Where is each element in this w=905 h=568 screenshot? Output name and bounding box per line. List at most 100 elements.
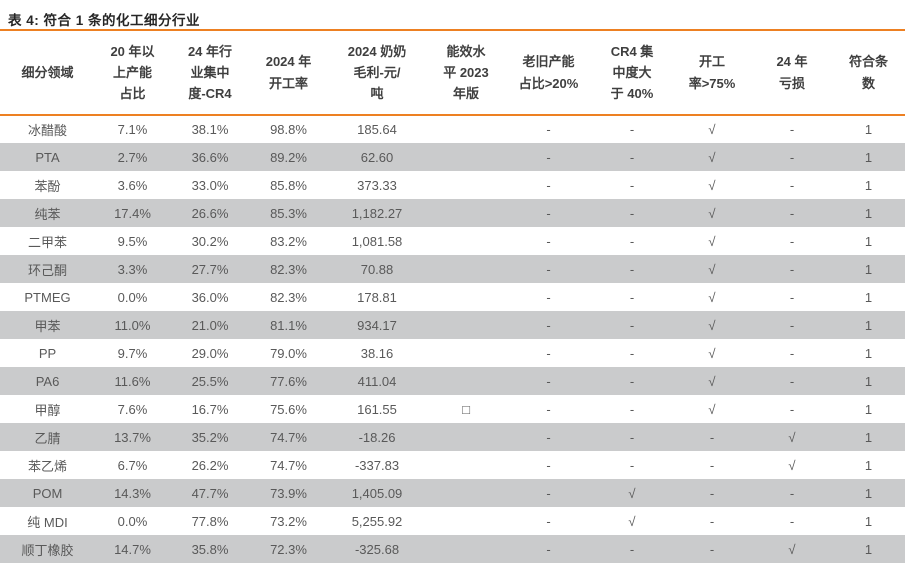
table-cell: 1 [864, 205, 873, 221]
table-cell: 3.3% [117, 261, 148, 277]
table-cell: - [709, 457, 715, 473]
check-mark: √ [708, 177, 716, 193]
table-cell: 81.1% [270, 317, 307, 333]
table-row: 环己酮 3.3% 27.7% 82.3% 70.88 - - √ - 1 [0, 255, 905, 283]
table-cell: - [629, 149, 635, 165]
header-row: 细分领域 20 年以 上产能 占比 24 年行 业集中 度-CR4 2024 年 开工… [0, 31, 905, 116]
table-cell: 6.7% [117, 457, 148, 473]
table-cell: 13.7% [114, 429, 151, 445]
check-mark: √ [708, 122, 716, 137]
table-cell: 35.8% [191, 541, 229, 557]
table-cell: 1 [864, 149, 873, 165]
table-cell: - [789, 261, 795, 277]
industry-name: PTA [35, 149, 60, 165]
table-cell: 38.16 [360, 345, 394, 361]
column-header: 细分领域 [0, 31, 95, 116]
checkbox-glyph: □ [462, 401, 470, 417]
table-cell: 1 [864, 122, 873, 137]
column-header: 老旧产能 占比>20% [505, 31, 592, 116]
table-cell: - [789, 177, 795, 193]
table-cell: - [546, 541, 551, 557]
table-cell: -325.68 [354, 541, 400, 557]
column-header: 24 年 亏损 [752, 31, 832, 116]
table-cell: 73.9% [270, 485, 307, 501]
table-cell: - [789, 149, 795, 165]
table-cell: 161.55 [357, 401, 397, 417]
table-cell [427, 227, 505, 255]
table-cell: - [709, 429, 715, 445]
table-cell: - [629, 345, 635, 361]
table-cell [427, 423, 505, 451]
industry-name: 环己酮 [27, 262, 67, 278]
check-mark: √ [708, 261, 716, 277]
table-row: 苯乙烯 6.7% 26.2% 74.7% -337.83 - - - √ 1 [0, 451, 905, 479]
table-cell: - [629, 457, 635, 473]
industry-name: 苯乙烯 [27, 458, 67, 474]
table-cell: 2.7% [117, 149, 148, 165]
table-cell: - [789, 485, 795, 501]
table-cell: 14.7% [114, 541, 151, 557]
table-cell: 26.6% [191, 205, 229, 221]
table-cell: 1 [864, 233, 873, 249]
table-cell: 1 [864, 541, 873, 557]
table-cell: - [789, 233, 795, 249]
industry-name: 顺丁橡胶 [21, 542, 74, 558]
table-cell: 89.2% [270, 149, 307, 165]
table-cell: 185.64 [357, 122, 397, 137]
table-cell: - [789, 513, 795, 529]
column-header: 符合条 数 [832, 31, 905, 116]
table-cell: 75.6% [270, 401, 307, 417]
column-header: 开工 率>75% [672, 31, 752, 116]
table-row: 纯 MDI 0.0% 77.8% 73.2% 5,255.92 - √ - - 1 [0, 507, 905, 535]
check-mark: √ [708, 149, 716, 165]
industry-name: 冰醋酸 [27, 123, 67, 138]
table-cell [427, 479, 505, 507]
table-cell: - [789, 205, 795, 221]
table-cell: - [629, 289, 635, 305]
table-row: 乙腈 13.7% 35.2% 74.7% -18.26 - - - √ 1 [0, 423, 905, 451]
table-cell: - [709, 485, 715, 501]
table-cell [427, 339, 505, 367]
table-cell: 373.33 [357, 177, 397, 193]
table-cell: - [546, 485, 551, 501]
table-cell: 26.2% [191, 457, 229, 473]
table-cell: 25.5% [191, 373, 229, 389]
table-cell: 79.0% [270, 345, 307, 361]
table-cell [427, 507, 505, 535]
table-cell: 1 [864, 317, 873, 333]
industry-name: POM [32, 485, 63, 501]
table-cell: -337.83 [354, 457, 400, 473]
industry-name: 苯酚 [34, 178, 61, 194]
industry-name: 甲醇 [34, 402, 61, 418]
table-cell: 7.1% [117, 122, 148, 137]
table-cell: - [546, 261, 551, 277]
industry-name: PP [38, 345, 57, 361]
table-cell: 5,255.92 [351, 513, 403, 529]
table-cell [427, 311, 505, 339]
check-mark: √ [788, 457, 796, 473]
table-cell [427, 255, 505, 283]
check-mark: √ [708, 373, 716, 389]
check-mark: √ [628, 513, 636, 529]
table-cell: 62.60 [360, 149, 394, 165]
table-cell: 0.0% [117, 289, 148, 305]
table-cell [427, 115, 505, 143]
industry-name: 二甲苯 [27, 234, 67, 250]
table-cell: - [546, 149, 551, 165]
table-cell: - [546, 513, 551, 529]
table-row: 甲醇 7.6% 16.7% 75.6% 161.55 □ - - √ - 1 [0, 395, 905, 423]
table-cell [427, 367, 505, 395]
table-cell: - [789, 122, 795, 137]
table-cell: 36.0% [191, 289, 229, 305]
table-cell: - [629, 261, 635, 277]
table-cell: 934.17 [357, 317, 397, 333]
table-cell: 1,081.58 [351, 233, 403, 249]
table-cell [427, 451, 505, 479]
table-cell [427, 199, 505, 227]
table-cell [427, 143, 505, 171]
table-cell: 1 [864, 485, 873, 501]
table-cell: 1,182.27 [351, 205, 403, 221]
table-cell: 1 [864, 177, 873, 193]
table-cell: - [546, 233, 551, 249]
table-cell: - [546, 373, 551, 389]
